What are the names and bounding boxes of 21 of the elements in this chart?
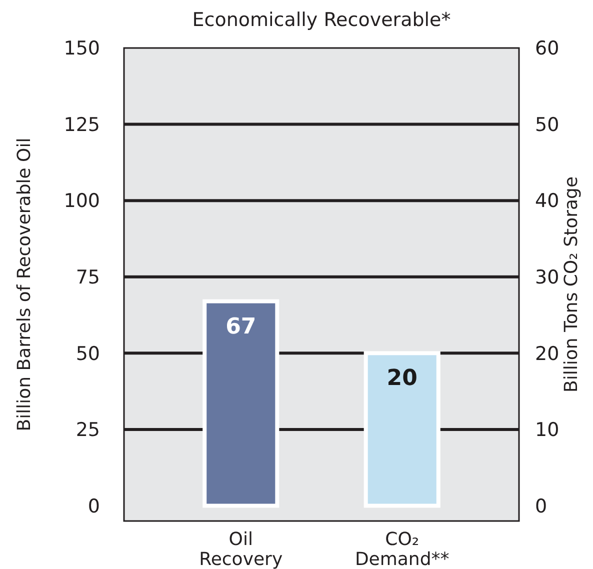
data-label: 20 — [386, 366, 418, 392]
x-tick-label: CO₂ Demand** — [354, 529, 450, 569]
y-tick-label: 25 — [76, 419, 100, 442]
y-tick-label: 150 — [64, 38, 100, 60]
y2-tick-label: 20 — [535, 342, 560, 365]
x-tick-label: Oil Recovery — [199, 529, 283, 569]
y-axis-title: Billion Barrels of Recoverable Oil — [14, 138, 35, 432]
y-tick-label: 0 — [88, 495, 100, 518]
y2-tick-label: 40 — [535, 190, 560, 212]
y-tick-label: 100 — [64, 190, 100, 212]
y2-tick-label: 30 — [535, 266, 560, 289]
y2-tick-label: 50 — [535, 114, 560, 136]
y2-tick-label: 10 — [535, 419, 560, 442]
chart-title: Economically Recoverable* — [192, 9, 451, 31]
data-label: 67 — [226, 314, 256, 340]
y-tick-label: 50 — [76, 342, 100, 365]
y2-tick-label: 0 — [535, 495, 548, 518]
y2-tick-label: 60 — [535, 38, 560, 60]
y2-axis-title: Billion Tons CO₂ Storage — [561, 176, 582, 393]
y-tick-label: 125 — [64, 114, 100, 136]
y-tick-label: 75 — [76, 266, 100, 289]
